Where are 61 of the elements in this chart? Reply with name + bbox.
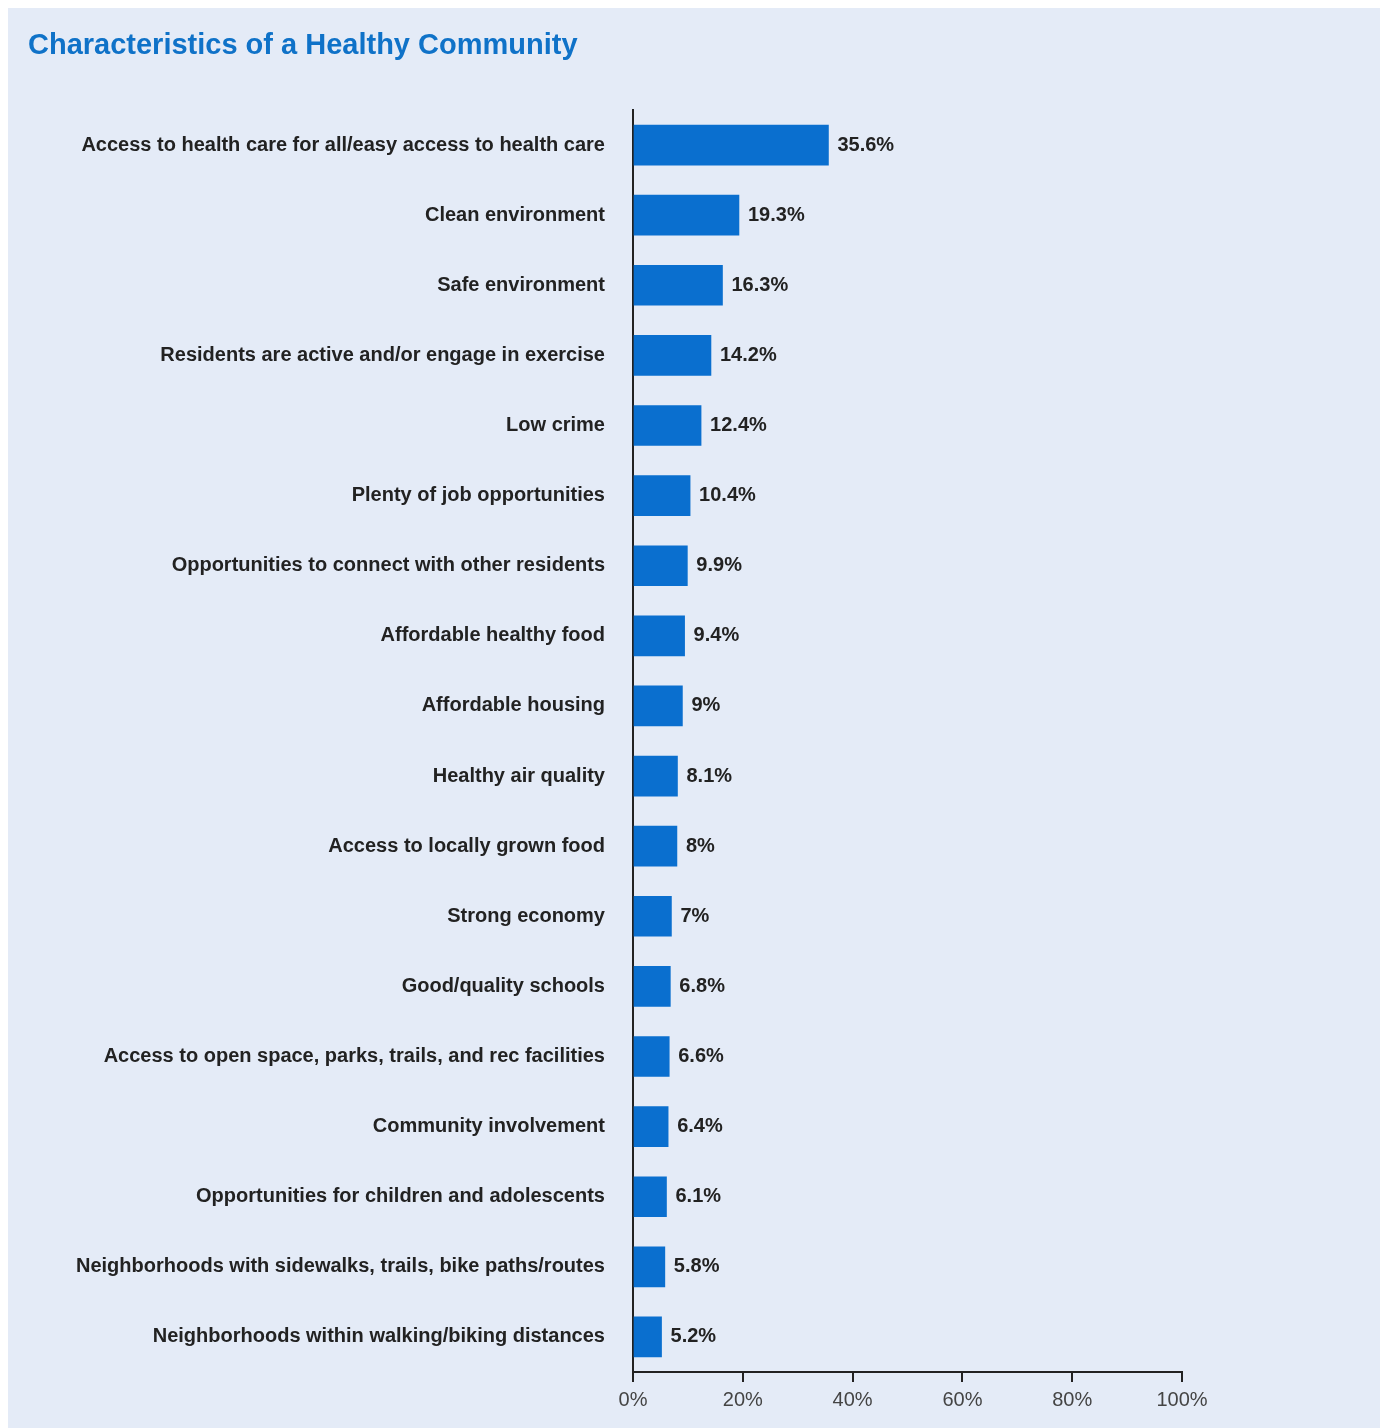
bar [633, 194, 740, 236]
y-tick-label: Neighborhoods within walking/biking distances [152, 1324, 605, 1347]
data-label: 6.4% [677, 1114, 723, 1137]
y-tick-label: Access to open space, parks, trails, and rec facilities [103, 1044, 605, 1067]
bar [633, 545, 688, 587]
data-label: 19.3% [747, 202, 805, 225]
data-label: 12.4% [710, 413, 767, 436]
x-tick-label: 80% [1052, 1387, 1093, 1410]
data-label: 9.4% [693, 623, 740, 646]
y-tick-label: Opportunities for children and adolescents [196, 1184, 605, 1207]
data-label: 6.6% [678, 1044, 725, 1067]
x-tick-label: 100% [1156, 1387, 1208, 1410]
data-label: 5.8% [673, 1254, 720, 1277]
y-tick-label: Neighborhoods with sidewalks, trails, bike paths/routes [76, 1254, 605, 1277]
data-label: 8% [685, 833, 716, 856]
bar [633, 755, 678, 797]
bar [633, 825, 678, 867]
bar [633, 1106, 669, 1147]
data-label: 9% [691, 693, 721, 716]
data-label: 9.9% [696, 553, 743, 576]
x-tick-label: 20% [722, 1387, 764, 1410]
bar [633, 895, 672, 937]
bar [633, 264, 723, 306]
bar [633, 405, 702, 446]
data-label: 5.2% [670, 1324, 717, 1347]
bar [633, 685, 683, 727]
y-tick-label: Access to locally grown food [328, 833, 605, 856]
y-tick-label: Safe environment [437, 272, 606, 295]
y-tick-label: Affordable healthy food [380, 623, 605, 646]
y-tick-label: Clean environment [424, 202, 606, 225]
bar [633, 1036, 670, 1077]
y-tick-label: Access to health care for all/easy access to health care [81, 132, 605, 155]
bar [633, 1246, 666, 1288]
y-tick-label: Good/quality schools [401, 973, 605, 996]
y-tick-label: Strong economy [447, 903, 606, 926]
data-label: 7% [680, 903, 710, 926]
bar [633, 475, 691, 516]
y-tick-label: Healthy air quality [432, 763, 606, 786]
x-tick-label: 0% [618, 1387, 648, 1410]
data-label: 14.2% [719, 342, 777, 365]
y-tick-label: Plenty of job opportunities [351, 483, 605, 506]
bar [633, 615, 685, 657]
x-tick-label: 40% [832, 1387, 873, 1410]
bar [633, 335, 712, 376]
y-tick-label: Affordable housing [421, 693, 605, 716]
data-label: 35.6% [837, 132, 895, 155]
text: Characteristics of a Healthy Community [28, 28, 578, 61]
data-label: 16.3% [731, 272, 789, 295]
bar [633, 124, 829, 166]
bar [633, 1316, 662, 1358]
data-label: 6.1% [675, 1184, 722, 1207]
y-tick-label: Opportunities to connect with other residents [171, 553, 605, 576]
data-label: 6.8% [679, 973, 726, 996]
bar [633, 966, 671, 1007]
data-label: 10.4% [699, 483, 757, 506]
data-label: 8.1% [686, 763, 733, 786]
y-tick-label: Community involvement [372, 1114, 606, 1137]
bar [633, 1176, 667, 1218]
y-tick-label: Low crime [506, 413, 605, 436]
y-tick-label: Residents are active and/or engage in exercise [160, 342, 605, 365]
x-tick-label: 60% [942, 1387, 983, 1410]
